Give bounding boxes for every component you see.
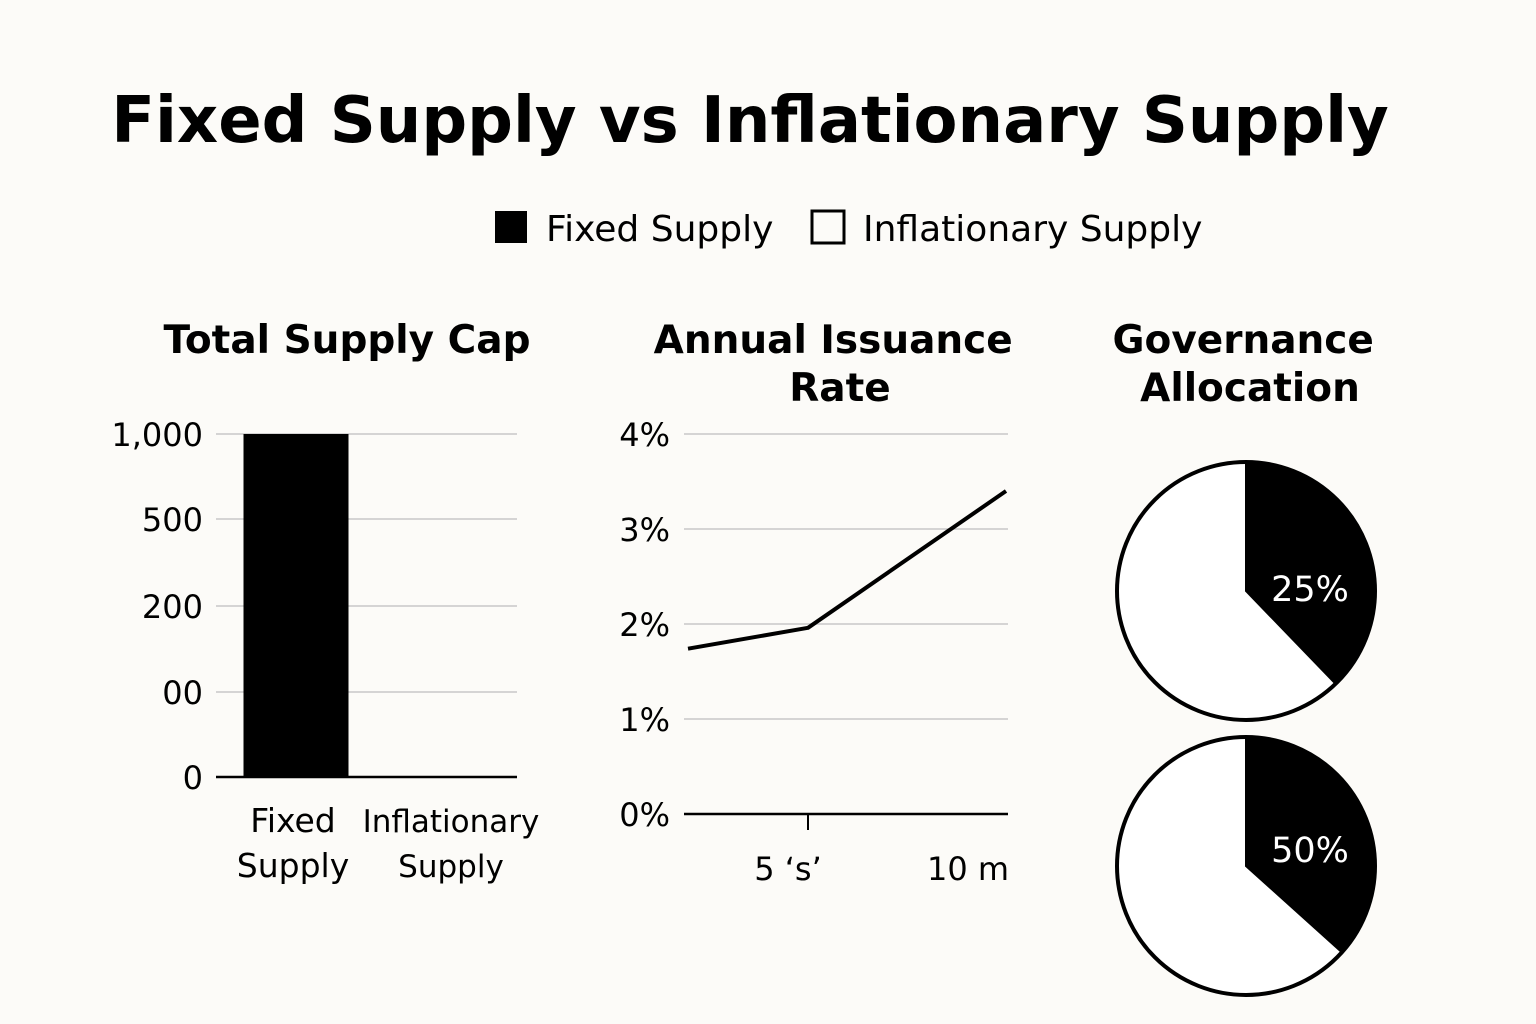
bar-y-tick-label: 200 [142,588,203,626]
issuance-series-line [687,489,1008,651]
bar-y-tick-label: 0 [183,759,203,797]
governance-allocation-chart: Governance Allocation 25% 50% [1113,318,1388,997]
line-y-tick-label: 1% [619,701,670,739]
line-chart-title-line-1: Annual Issuance [654,318,1013,363]
bar-y-tick-label: 500 [142,501,203,539]
pie-chart-title: Governance Allocation [1113,318,1388,411]
line-chart-title: Annual Issuance Rate [654,318,1027,411]
chart-title: Fixed Supply vs Inflationary Supply [111,84,1389,158]
line-x-tick-label: 5 ‘s’ [754,850,822,888]
legend-label-fixed: Fixed Supply [546,209,773,250]
bar-category-label: Inflationary Supply [363,804,540,885]
line-y-tick-label: 3% [619,511,670,549]
bar-y-tick-label: 1,000 [111,416,203,454]
line-chart-title-line-2: Rate [789,366,890,411]
bar-y-tick-label: 00 [162,674,203,712]
bar-category-label-line: Inflationary [363,804,540,840]
line-y-tick-label: 4% [619,416,670,454]
bar-category-label-line: Supply [237,846,349,885]
bar-category-label: Fixed Supply [237,801,349,885]
bar-chart-title: Total Supply Cap [163,318,530,363]
legend-swatch-inflationary [810,209,846,245]
legend-swatch-fixed [495,211,527,243]
line-y-tick-label: 0% [619,796,670,834]
legend-label-inflationary: Inflationary Supply [863,209,1202,250]
pie-chart-title-line-1: Governance [1113,318,1374,363]
line-y-tick-label: 2% [619,606,670,644]
bar [243,434,349,777]
pie-chart-title-line-2: Allocation [1140,366,1360,411]
legend: Fixed Supply Inflationary Supply [495,209,1202,250]
pie-slice [1245,735,1377,954]
pie-slice-label: 25% [1271,570,1349,610]
annual-issuance-rate-chart: Annual Issuance Rate 0% 1% 2% 3% 4% 5 ‘s’ 10 m [619,318,1027,888]
pie-slice [1245,460,1376,686]
bar-category-label-line: Supply [398,849,504,885]
pie-slice-label: 50% [1271,831,1349,871]
bar-category-label-line: Fixed [250,801,336,840]
line-x-tick-label: 10 m [927,850,1009,888]
